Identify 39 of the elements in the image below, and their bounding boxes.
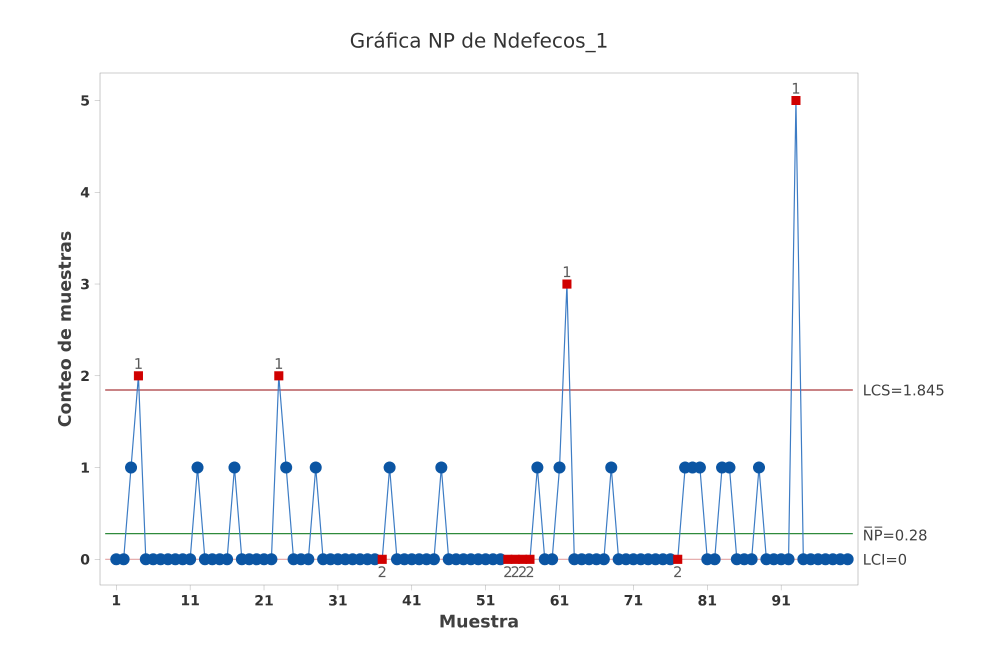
point [134,371,143,380]
chart-title: Gráfica NP de Ndefecos_1 [350,32,606,52]
point [378,554,387,564]
annotation: 1 [792,82,800,94]
ref-line-label: LCI=0 [864,554,906,565]
x-tick-label: 41 [402,595,421,606]
annotation: 2 [518,566,526,578]
y-axis-title: Conteo de muestras [58,232,72,426]
x-tick-label: 61 [550,595,568,606]
x-tick-label: 71 [624,595,642,606]
x-tick-label: 11 [182,595,199,606]
ref-line-label: LCS=1.845 [864,384,944,396]
point [673,554,682,564]
y-tick-label: 4 [80,187,90,198]
point [562,279,572,289]
x-tick-label: 51 [477,595,494,606]
annotation: 2 [378,566,386,578]
annotation: 2 [512,566,518,578]
point [791,96,800,106]
x-tick-label: 91 [772,595,790,606]
y-tick-label: 3 [81,278,89,290]
annotation: 1 [564,266,570,278]
y-tick-label: 2 [81,370,89,381]
annotation: 2 [674,566,681,578]
point [525,554,535,564]
point [274,371,284,380]
annotation: 2 [526,566,534,578]
ref-line-label: N̅P̅=0.28 [864,526,926,541]
x-tick-label: 81 [698,595,716,606]
x-tick-label: 1 [112,595,120,606]
x-tick-label: 21 [255,595,273,606]
annotation: 1 [276,358,282,369]
x-axis-title: Muestra [440,614,518,628]
y-tick-label: 1 [82,462,89,473]
x-tick-label: 31 [329,595,347,606]
y-tick-label: 5 [81,95,89,106]
annotation: 2 [504,566,512,578]
y-tick-label: 0 [80,554,90,565]
annotation: 1 [135,358,142,369]
